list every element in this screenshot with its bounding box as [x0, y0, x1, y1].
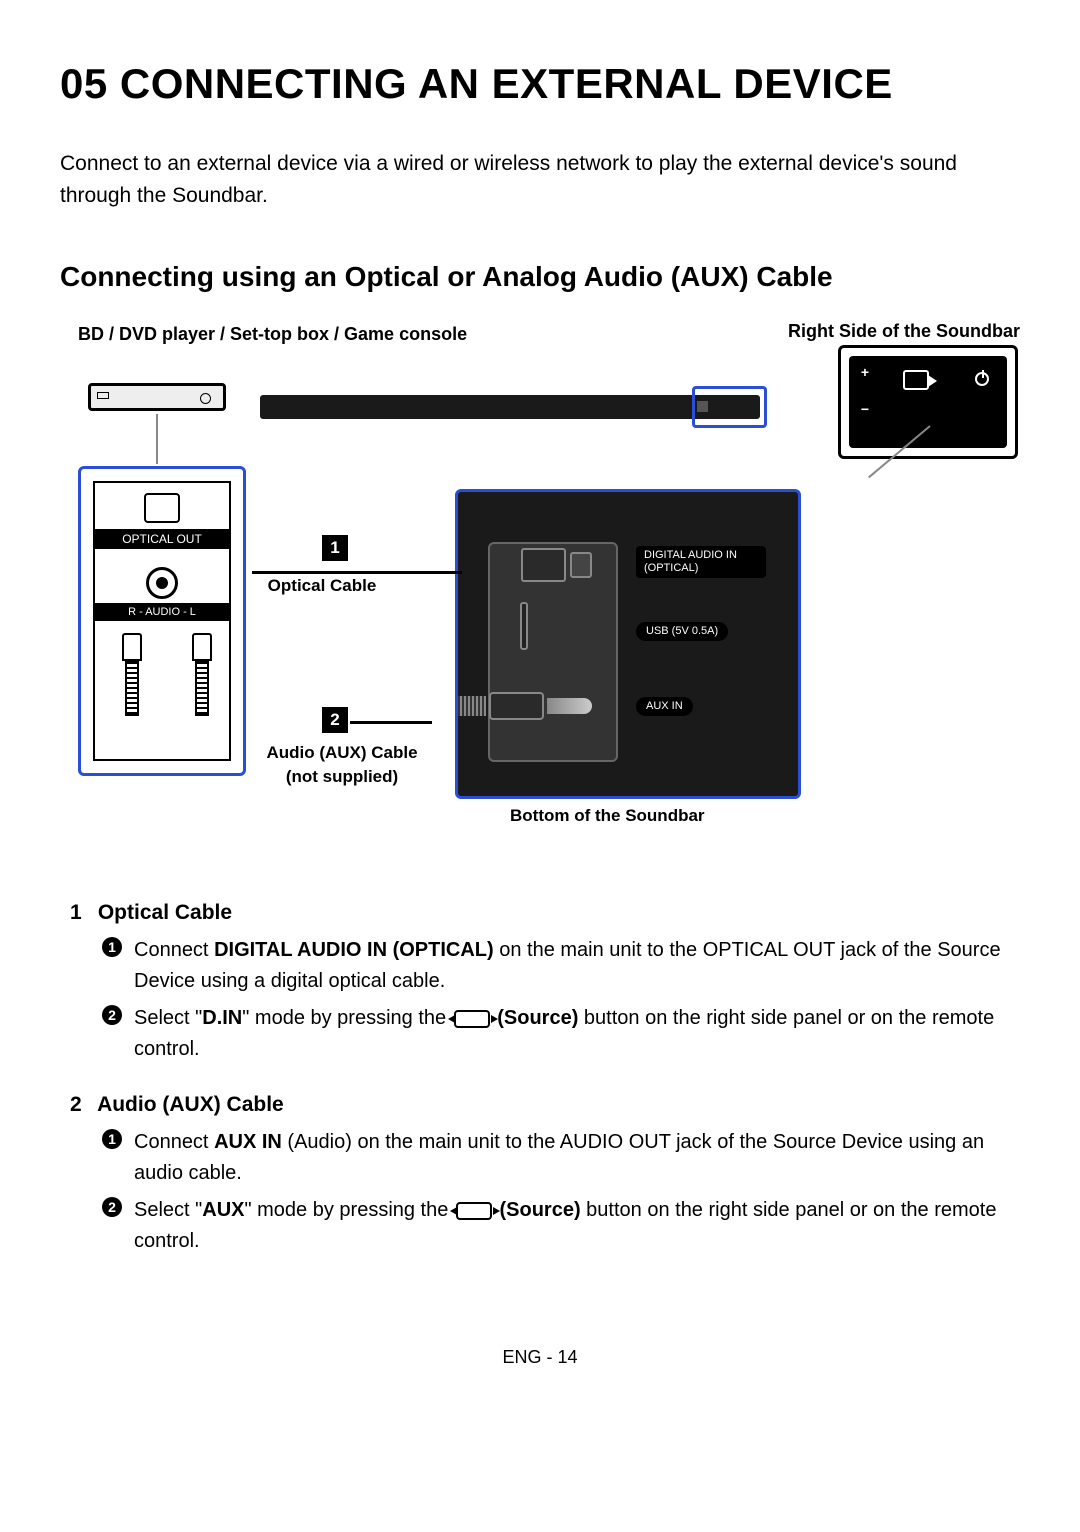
substep: 1 Connect DIGITAL AUDIO IN (OPTICAL) on …	[102, 935, 1020, 997]
side-panel-detail: + −	[838, 345, 1018, 459]
step-optical: 1 Optical Cable 1 Connect DIGITAL AUDIO …	[70, 901, 1020, 1065]
connector-line	[156, 414, 158, 464]
page-footer: ENG - 14	[60, 1347, 1020, 1368]
circled-2-icon: 2	[102, 1005, 122, 1025]
source-device-label: BD / DVD player / Set-top box / Game con…	[78, 321, 467, 348]
player-device-icon	[88, 383, 226, 411]
aux-cable-line	[350, 721, 432, 724]
optical-out-port-icon	[144, 493, 180, 523]
usb-label: USB (5V 0.5A)	[636, 622, 728, 641]
instruction-list: 1 Optical Cable 1 Connect DIGITAL AUDIO …	[60, 901, 1020, 1257]
optical-out-label: OPTICAL OUT	[95, 529, 229, 549]
aux-in-label: AUX IN	[636, 697, 693, 716]
rca-connector-icon	[190, 633, 214, 733]
power-icon	[975, 372, 989, 386]
substep: 2 Select "AUX" mode by pressing the (Sou…	[102, 1195, 1020, 1257]
soundbar-highlight-box	[692, 386, 767, 428]
marker-1: 1	[322, 535, 348, 561]
optical-cable-label: Optical Cable	[252, 576, 392, 596]
source-icon	[454, 1010, 490, 1028]
step-aux: 2 Audio (AUX) Cable 1 Connect AUX IN (Au…	[70, 1093, 1020, 1257]
substep: 1 Connect AUX IN (Audio) on the main uni…	[102, 1127, 1020, 1189]
connection-diagram: BD / DVD player / Set-top box / Game con…	[60, 321, 1020, 871]
source-ports-panel: OPTICAL OUT R - AUDIO - L	[78, 466, 246, 776]
circled-1-icon: 1	[102, 1129, 122, 1149]
digital-in-label: DIGITAL AUDIO IN (OPTICAL)	[636, 546, 766, 578]
circled-2-icon: 2	[102, 1197, 122, 1217]
source-icon	[903, 370, 929, 390]
soundbar-ports-panel: DIGITAL AUDIO IN (OPTICAL) USB (5V 0.5A)…	[455, 489, 801, 799]
rca-connector-icon	[120, 633, 144, 733]
step-title: Audio (AUX) Cable	[97, 1093, 284, 1116]
audio-rl-label: R - AUDIO - L	[95, 603, 229, 621]
step-number: 2	[70, 1093, 92, 1117]
source-icon	[456, 1202, 492, 1220]
aux-connector-icon	[455, 692, 592, 722]
intro-paragraph: Connect to an external device via a wire…	[60, 148, 1020, 211]
bottom-soundbar-label: Bottom of the Soundbar	[510, 806, 705, 826]
marker-2: 2	[322, 707, 348, 733]
page-title: 05 CONNECTING AN EXTERNAL DEVICE	[60, 60, 1020, 108]
step-number: 1	[70, 901, 92, 925]
aux-cable-label: Audio (AUX) Cable (not supplied)	[252, 741, 432, 789]
substep: 2 Select "D.IN" mode by pressing the (So…	[102, 1003, 1020, 1065]
optical-cable-line	[252, 571, 462, 574]
step-title: Optical Cable	[98, 901, 232, 924]
volume-minus-icon: −	[861, 401, 869, 417]
optical-connector-icon	[472, 546, 592, 586]
soundbar-icon	[260, 395, 760, 419]
circled-1-icon: 1	[102, 937, 122, 957]
usb-slot-icon	[520, 602, 528, 650]
soundbar-side-label: Right Side of the Soundbar	[788, 321, 1020, 342]
audio-jack-icon	[146, 567, 178, 599]
volume-plus-icon: +	[861, 364, 869, 380]
section-heading: Connecting using an Optical or Analog Au…	[60, 261, 1020, 293]
